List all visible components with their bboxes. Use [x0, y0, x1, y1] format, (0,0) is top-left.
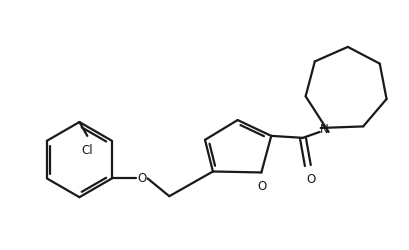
Text: O: O: [137, 172, 146, 185]
Text: O: O: [306, 174, 315, 186]
Text: O: O: [257, 180, 266, 194]
Text: N: N: [319, 124, 328, 136]
Text: Cl: Cl: [81, 144, 93, 157]
